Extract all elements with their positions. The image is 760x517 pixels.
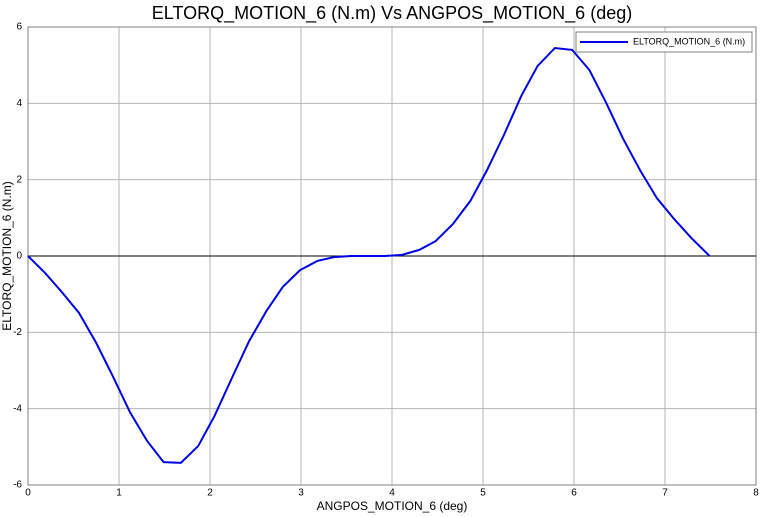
x-tick-label: 1 xyxy=(116,488,122,499)
x-tick-label: 7 xyxy=(662,488,668,499)
x-tick-label: 4 xyxy=(389,488,395,499)
chart-title: ELTORQ_MOTION_6 (N.m) Vs ANGPOS_MOTION_6… xyxy=(152,3,632,24)
y-tick-label: 6 xyxy=(16,22,22,33)
x-tick-label: 3 xyxy=(298,488,304,499)
y-tick-label: -6 xyxy=(13,480,22,491)
y-tick-label: -4 xyxy=(13,403,22,414)
x-tick-label: 8 xyxy=(753,488,759,499)
y-axis-label: ELTORQ_MOTION_6 (N.m) xyxy=(0,181,14,331)
y-tick-label: -2 xyxy=(13,327,22,338)
y-tick-label: 4 xyxy=(16,98,22,109)
data-line xyxy=(27,46,711,464)
y-tick-label: 2 xyxy=(16,174,22,185)
x-tick-label: 2 xyxy=(207,488,213,499)
legend-label: ELTORQ_MOTION_6 (N.m) xyxy=(633,36,745,46)
x-tick-label: 0 xyxy=(25,488,31,499)
legend-box xyxy=(575,31,753,53)
y-tick-label: 0 xyxy=(16,251,22,262)
x-axis-label: ANGPOS_MOTION_6 (deg) xyxy=(317,499,468,513)
x-tick-label: 5 xyxy=(480,488,486,499)
x-tick-label: 6 xyxy=(571,488,577,499)
